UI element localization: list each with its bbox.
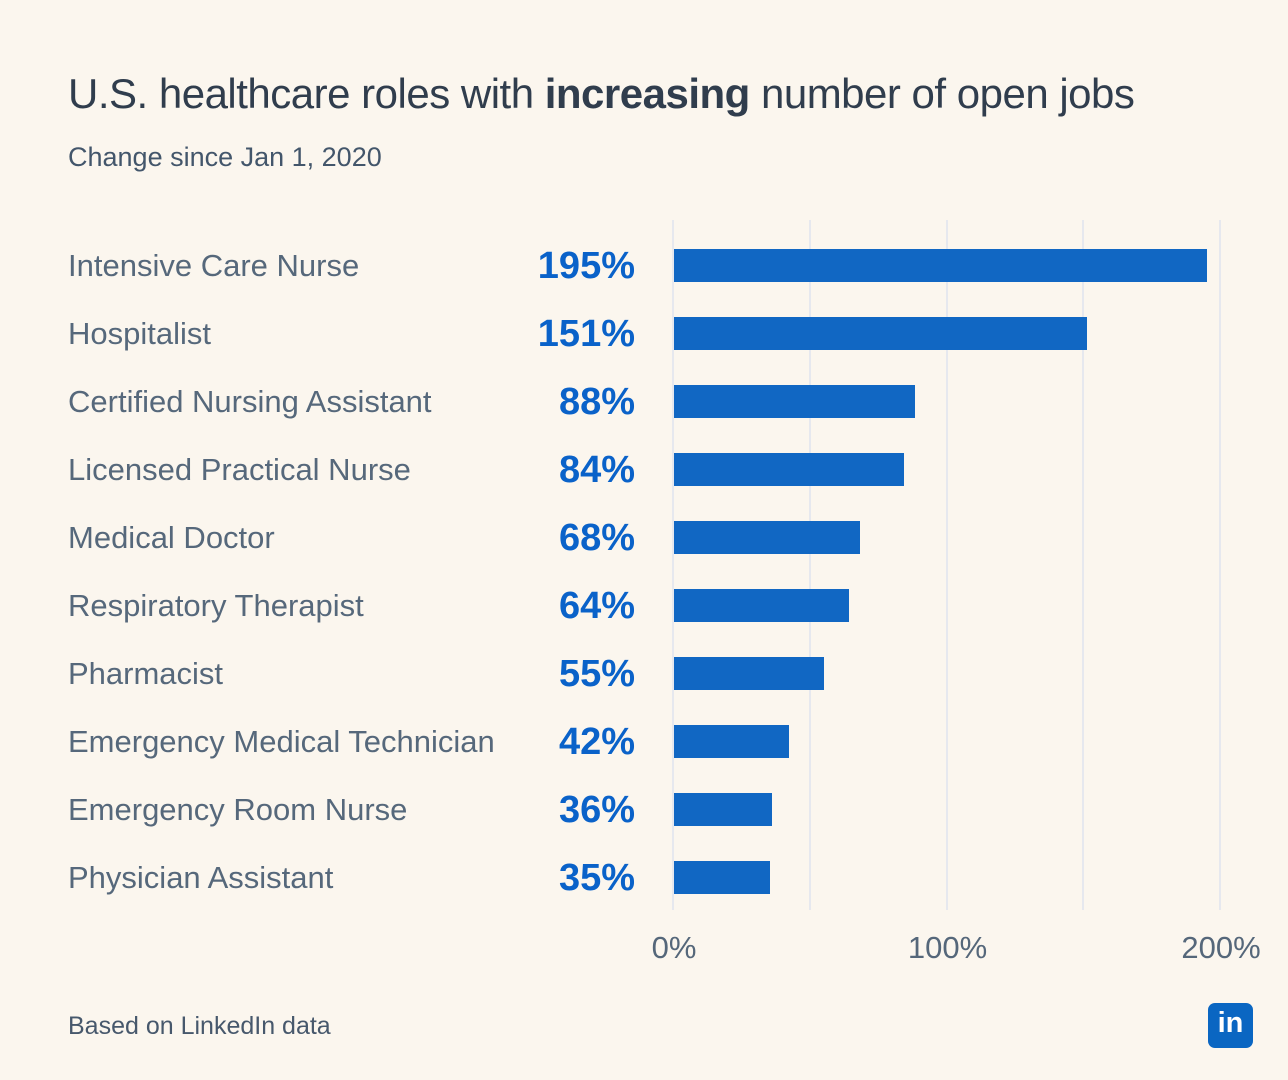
- row-value: 84%: [558, 448, 635, 491]
- chart-title-emphasis: increasing: [544, 70, 751, 117]
- row-value: 42%: [558, 720, 635, 763]
- row-value: 64%: [558, 584, 635, 627]
- chart-row: Intensive Care Nurse 195%: [0, 232, 1288, 300]
- gridline: [1082, 220, 1085, 910]
- gridline: [1219, 220, 1221, 910]
- chart-title: U.S. healthcare roles with increasing nu…: [68, 70, 1135, 118]
- row-label: Emergency Medical Technician: [68, 724, 495, 759]
- row-value: 151%: [537, 312, 635, 355]
- x-axis-tick-label: 0%: [651, 930, 697, 965]
- gridline: [672, 220, 674, 910]
- row-value: 35%: [558, 856, 635, 899]
- row-label: Medical Doctor: [68, 520, 275, 555]
- row-value: 68%: [558, 516, 635, 559]
- row-value: 36%: [558, 788, 635, 831]
- gridline-layer: [672, 220, 1221, 910]
- linkedin-logo-text: in: [1217, 1007, 1244, 1039]
- chart-row: Emergency Room Nurse 36%: [0, 776, 1288, 844]
- bar: [674, 317, 1087, 350]
- row-label: Intensive Care Nurse: [68, 248, 360, 283]
- bar: [674, 725, 789, 758]
- row-label: Certified Nursing Assistant: [68, 384, 432, 419]
- row-value: 88%: [558, 380, 635, 423]
- linkedin-logo: in: [1208, 1003, 1253, 1048]
- row-value: 55%: [558, 652, 635, 695]
- chart-title-prefix: U.S. healthcare roles with: [68, 70, 545, 117]
- bar: [674, 249, 1208, 282]
- row-label: Pharmacist: [68, 656, 224, 691]
- row-label: Emergency Room Nurse: [68, 792, 408, 827]
- chart-row: Medical Doctor 68%: [0, 504, 1288, 572]
- row-label: Licensed Practical Nurse: [68, 452, 411, 487]
- chart-row: Pharmacist 55%: [0, 640, 1288, 708]
- gridline: [945, 220, 948, 910]
- bar: [674, 521, 860, 554]
- row-label: Physician Assistant: [68, 860, 334, 895]
- x-axis-tick-label: 200%: [1181, 930, 1261, 965]
- source-note: Based on LinkedIn data: [68, 1012, 331, 1040]
- row-value: 195%: [537, 244, 635, 287]
- gridline: [808, 220, 811, 910]
- chart-row: Physician Assistant 35%: [0, 844, 1288, 912]
- bar: [674, 589, 850, 622]
- chart-row: Respiratory Therapist 64%: [0, 572, 1288, 640]
- x-axis: 0% 100% 200%: [0, 930, 1288, 976]
- bar: [674, 861, 770, 894]
- bar: [674, 453, 904, 486]
- chart-row: Hospitalist 151%: [0, 300, 1288, 368]
- row-label: Hospitalist: [68, 316, 211, 351]
- bar-chart: Intensive Care Nurse 195% Hospitalist 15…: [0, 232, 1288, 912]
- bar: [674, 793, 773, 826]
- chart-row: Licensed Practical Nurse 84%: [0, 436, 1288, 504]
- x-axis-tick-label: 100%: [907, 930, 988, 965]
- chart-row: Emergency Medical Technician 42%: [0, 708, 1288, 776]
- chart-row: Certified Nursing Assistant 88%: [0, 368, 1288, 436]
- bar: [674, 385, 915, 418]
- chart-subtitle: Change since Jan 1, 2020: [68, 142, 382, 172]
- chart-title-suffix: number of open jobs: [749, 70, 1135, 117]
- bar: [674, 657, 825, 690]
- row-label: Respiratory Therapist: [68, 588, 364, 623]
